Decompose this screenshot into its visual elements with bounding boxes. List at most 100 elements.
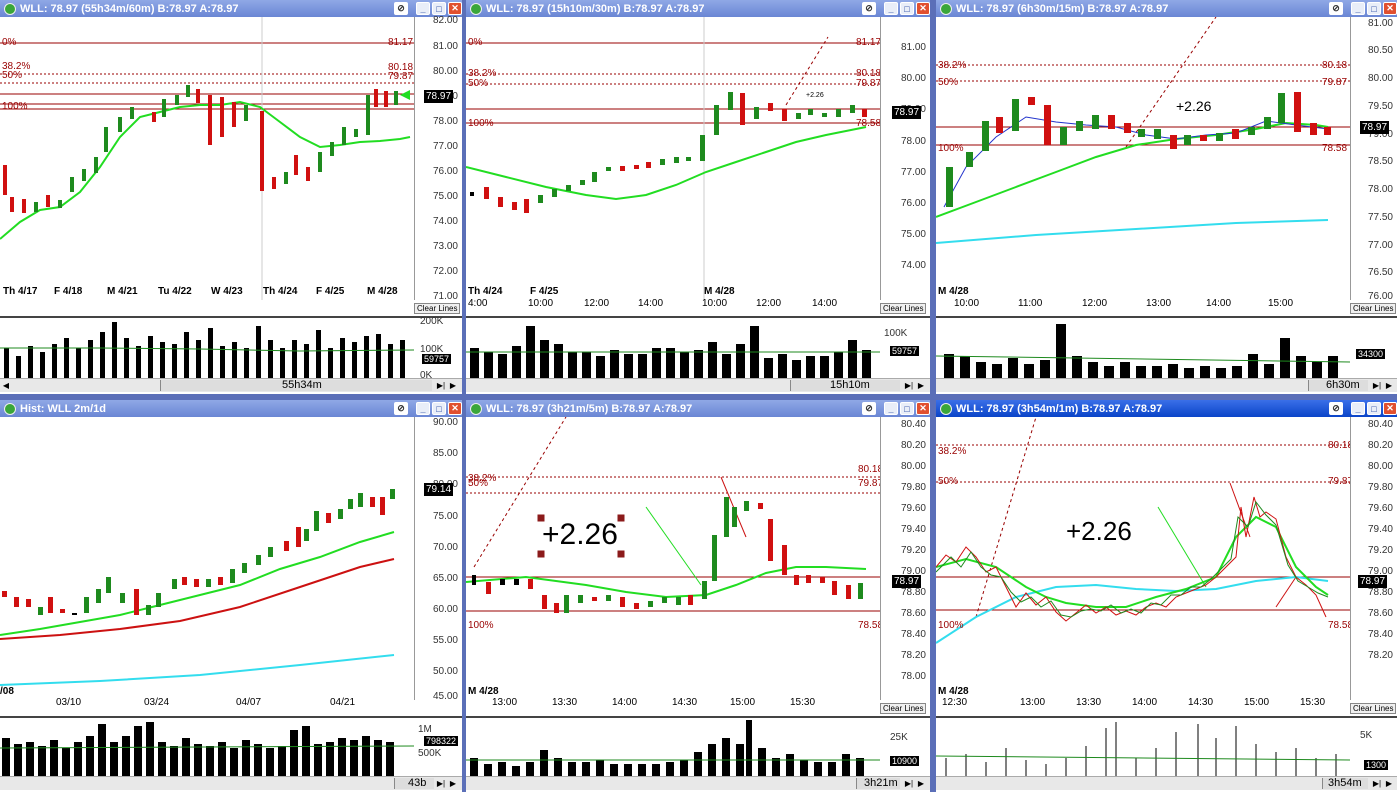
clear-lines-button[interactable]: Clear Lines (1350, 303, 1397, 314)
maximize-button[interactable]: □ (900, 402, 914, 415)
scroll-thumb[interactable] (856, 778, 900, 789)
horizontal-scrollbar[interactable]: 3h21m ▶| ▶ (466, 776, 930, 790)
price-axis[interactable]: 81.00 80.00 79.00 78.00 77.00 76.00 75.0… (880, 17, 930, 300)
link-icon[interactable]: ⊘ (862, 402, 876, 415)
link-icon[interactable]: ⊘ (1329, 2, 1343, 15)
minimize-button[interactable]: _ (1351, 2, 1365, 15)
scroll-end-arrow[interactable]: ▶ (1385, 779, 1393, 788)
close-button[interactable]: ✕ (916, 402, 930, 415)
horizontal-scrollbar[interactable]: 3h54m ▶| ▶ (936, 776, 1397, 790)
volume-pane: 5K 1300 (936, 716, 1397, 776)
volume-tag: 1300 (1364, 760, 1389, 770)
scroll-end-arrow[interactable]: ▶ (1385, 381, 1393, 390)
price-chart[interactable] (936, 17, 1350, 300)
price-chart[interactable] (0, 17, 414, 300)
volume-pane: 34300 (936, 316, 1397, 378)
price-chart[interactable] (466, 417, 880, 700)
window-title: WLL: 78.97 (55h34m/60m) B:78.97 A:78.97 (20, 2, 239, 15)
scroll-thumb[interactable] (160, 380, 432, 391)
title-bar[interactable]: WLL: 78.97 (6h30m/15m) B:78.97 A:78.97 ⊘… (936, 0, 1397, 17)
price-chart[interactable] (936, 417, 1350, 700)
window-title: WLL: 78.97 (3h21m/5m) B:78.97 A:78.97 (486, 402, 693, 415)
horizontal-scrollbar[interactable]: 15h10m ▶| ▶ (466, 378, 930, 392)
app-icon (470, 2, 482, 15)
candles (3, 85, 398, 213)
price-axis[interactable]: 90.00 85.00 80.00 75.00 70.00 65.00 60.0… (414, 417, 462, 702)
chart-window-1m[interactable]: WLL: 78.97 (3h54m/1m) B:78.97 A:78.97 ⊘ … (936, 400, 1397, 792)
link-icon[interactable]: ⊘ (394, 2, 408, 15)
chart-window-daily[interactable]: Hist: WLL 2m/1d ⊘ _ □ ✕ (0, 400, 462, 792)
price-chart[interactable] (0, 417, 414, 700)
link-icon[interactable]: ⊘ (394, 402, 408, 415)
scroll-right-arrow[interactable]: ▶| (1372, 779, 1382, 788)
volume-pane: 200K 100K 0K 59757 (0, 316, 462, 381)
minimize-button[interactable]: _ (416, 2, 430, 15)
close-button[interactable]: ✕ (1383, 402, 1397, 415)
chart-window-30m[interactable]: WLL: 78.97 (15h10m/30m) B:78.97 A:78.97 … (466, 0, 930, 394)
app-icon (940, 402, 952, 415)
price-axis[interactable]: 81.00 80.50 80.00 79.50 79.00 78.50 78.0… (1350, 17, 1397, 302)
close-button[interactable]: ✕ (448, 2, 462, 15)
price-axis[interactable]: 82.00 81.00 80.00 79.00 78.00 77.00 76.0… (414, 15, 462, 302)
volume-pane: 100K 59757 (466, 316, 930, 378)
maximize-button[interactable]: □ (1367, 2, 1381, 15)
scroll-thumb[interactable] (1322, 778, 1368, 789)
window-title: Hist: WLL 2m/1d (20, 402, 106, 415)
minimize-button[interactable]: _ (884, 2, 898, 15)
title-bar[interactable]: WLL: 78.97 (3h54m/1m) B:78.97 A:78.97 ⊘ … (936, 400, 1397, 417)
scroll-thumb[interactable] (790, 380, 900, 391)
scroll-right-arrow[interactable]: ▶| (1372, 381, 1382, 390)
scroll-right-arrow[interactable]: ▶| (436, 381, 446, 390)
clear-lines-button[interactable]: Clear Lines (880, 703, 927, 714)
maximize-button[interactable]: □ (432, 2, 446, 15)
scroll-end-arrow[interactable]: ▶ (917, 381, 925, 390)
scroll-left-arrow[interactable]: ◀ (2, 381, 10, 390)
scroll-end-arrow[interactable]: ▶ (449, 381, 457, 390)
link-icon[interactable]: ⊘ (1329, 402, 1343, 415)
close-button[interactable]: ✕ (1383, 2, 1397, 15)
scroll-right-arrow[interactable]: ▶| (904, 779, 914, 788)
title-bar[interactable]: WLL: 78.97 (3h21m/5m) B:78.97 A:78.97 ⊘ … (466, 400, 930, 417)
close-button[interactable]: ✕ (448, 402, 462, 415)
link-icon[interactable]: ⊘ (862, 2, 876, 15)
title-bar[interactable]: WLL: 78.97 (15h10m/30m) B:78.97 A:78.97 … (466, 0, 930, 17)
last-price-tag: 78.97 (1360, 121, 1390, 134)
price-chart[interactable] (466, 17, 880, 300)
chart-window-5m[interactable]: WLL: 78.97 (3h21m/5m) B:78.97 A:78.97 ⊘ … (466, 400, 930, 792)
scroll-right-arrow[interactable]: ▶| (436, 779, 446, 788)
minimize-button[interactable]: _ (1351, 402, 1365, 415)
change-annotation[interactable]: +2.26 (1066, 516, 1132, 546)
last-price-tag: 79.14 (424, 483, 454, 496)
price-axis[interactable]: 80.40 80.20 80.00 79.80 79.60 79.40 79.2… (880, 417, 930, 700)
title-bar[interactable]: WLL: 78.97 (55h34m/60m) B:78.97 A:78.97 … (0, 0, 462, 17)
horizontal-scrollbar[interactable]: 43b ▶| ▶ (0, 776, 462, 790)
chart-window-15m[interactable]: WLL: 78.97 (6h30m/15m) B:78.97 A:78.97 ⊘… (936, 0, 1397, 394)
scroll-end-arrow[interactable]: ▶ (449, 779, 457, 788)
app-icon (4, 402, 16, 415)
change-annotation[interactable]: +2.26 (542, 518, 618, 551)
price-axis[interactable]: 80.40 80.20 80.00 79.80 79.60 79.40 79.2… (1350, 417, 1397, 700)
clear-lines-button[interactable]: Clear Lines (414, 303, 461, 314)
horizontal-scrollbar[interactable]: ◀ 55h34m ▶| ▶ (0, 378, 462, 392)
title-bar[interactable]: Hist: WLL 2m/1d ⊘ _ □ ✕ (0, 400, 462, 417)
change-annotation: +2.26 (1176, 98, 1212, 114)
change-annotation: +2.26 (806, 92, 824, 99)
scroll-thumb[interactable] (394, 778, 434, 789)
clear-lines-button[interactable]: Clear Lines (880, 303, 927, 314)
time-span-label: 6h30m (1326, 379, 1360, 391)
horizontal-scrollbar[interactable]: 6h30m ▶| ▶ (936, 378, 1397, 392)
scroll-end-arrow[interactable]: ▶ (917, 779, 925, 788)
scroll-thumb[interactable] (1308, 380, 1368, 391)
clear-lines-button[interactable]: Clear Lines (1350, 703, 1397, 714)
fib-label: 100% (2, 101, 28, 112)
minimize-button[interactable]: _ (884, 402, 898, 415)
last-price-tag: 78.97 (892, 106, 922, 119)
fib-value: 81.17 (388, 37, 414, 48)
scroll-right-arrow[interactable]: ▶| (904, 381, 914, 390)
maximize-button[interactable]: □ (1367, 402, 1381, 415)
minimize-button[interactable]: _ (416, 402, 430, 415)
chart-window-60m[interactable]: WLL: 78.97 (55h34m/60m) B:78.97 A:78.97 … (0, 0, 462, 394)
close-button[interactable]: ✕ (916, 2, 930, 15)
maximize-button[interactable]: □ (432, 402, 446, 415)
maximize-button[interactable]: □ (900, 2, 914, 15)
